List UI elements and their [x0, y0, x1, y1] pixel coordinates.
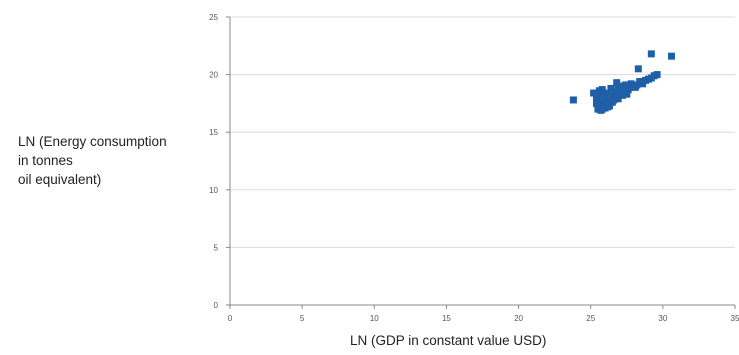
- y-axis-label-line: oil equivalent): [18, 172, 102, 187]
- data-point: [604, 92, 612, 100]
- y-tick-label: 20: [209, 71, 218, 80]
- data-point: [621, 81, 629, 89]
- x-tick-label: 15: [442, 314, 451, 323]
- data-point: [634, 65, 642, 73]
- y-axis-label-line: LN (Energy consumption: [18, 134, 167, 149]
- data-point: [647, 50, 655, 58]
- data-point: [590, 89, 598, 97]
- x-tick-label: 25: [586, 314, 595, 323]
- data-point: [605, 101, 613, 109]
- data-point: [607, 84, 615, 92]
- x-tick-label: 5: [300, 314, 305, 323]
- axes: [226, 16, 736, 309]
- data-point: [653, 71, 661, 79]
- y-tick-labels: 0 5 10 15 20 25: [209, 13, 218, 310]
- data-point: [569, 96, 577, 104]
- x-tick-label: 20: [514, 314, 523, 323]
- data-point: [617, 83, 625, 91]
- y-axis-label: LN (Energy consumption in tonnes oil equ…: [18, 132, 218, 189]
- y-tick-label: 25: [209, 13, 218, 22]
- data-point: [631, 83, 639, 91]
- x-tick-labels: 0 5 10 15 20 25 30 35: [228, 314, 739, 323]
- y-tick-label: 0: [214, 301, 219, 310]
- data-point: [597, 106, 605, 114]
- data-point: [610, 96, 618, 104]
- x-tick-label: 30: [658, 314, 667, 323]
- data-point: [600, 89, 608, 97]
- data-points: [569, 50, 676, 114]
- data-point: [668, 52, 676, 60]
- x-tick-label: 10: [370, 314, 379, 323]
- data-point: [592, 99, 600, 107]
- data-point: [623, 89, 631, 97]
- y-tick-label: 5: [214, 243, 219, 252]
- data-point: [601, 104, 609, 112]
- data-point: [613, 79, 621, 87]
- y-tick-label: 10: [209, 186, 218, 195]
- data-point: [610, 90, 618, 98]
- grid-lines: [230, 16, 735, 248]
- data-point: [614, 92, 622, 100]
- x-axis-label: LN (GDP in constant value USD): [350, 333, 547, 348]
- y-axis-label-line: in tonnes: [18, 153, 73, 168]
- data-point: [592, 94, 600, 102]
- data-point: [627, 80, 635, 88]
- x-tick-label: 0: [228, 314, 233, 323]
- y-tick-label: 15: [209, 128, 218, 137]
- data-point: [636, 78, 644, 86]
- x-tick-label: 35: [731, 314, 739, 323]
